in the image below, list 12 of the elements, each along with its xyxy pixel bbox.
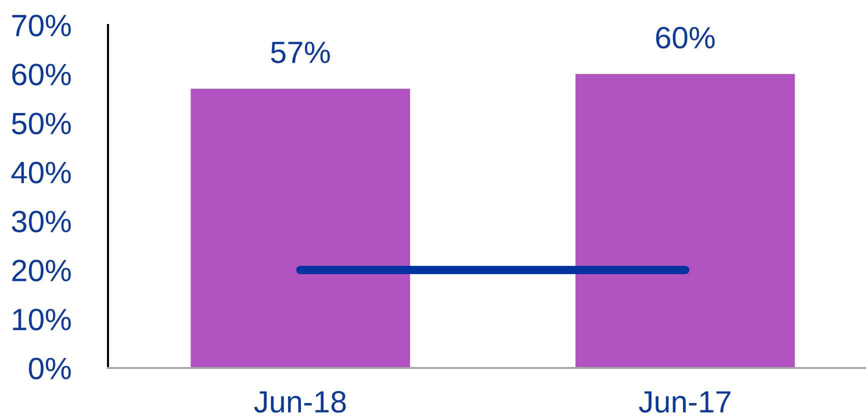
data-label: 60% — [656, 26, 715, 49]
y-tick-label: 40% — [11, 162, 71, 184]
y-tick-label: 20% — [12, 260, 71, 282]
y-tick-label: 70% — [12, 14, 71, 36]
y-tick-label: 60% — [12, 64, 71, 86]
x-tick-label: Jun-18 — [254, 391, 346, 413]
x-tick-label: Jun-17 — [638, 391, 730, 413]
data-label: 57% — [271, 42, 330, 64]
y-tick-label: 0% — [28, 358, 71, 380]
y-tick-label: 50% — [12, 112, 71, 134]
y-tick-label: 30% — [12, 210, 71, 232]
y-tick-label: 10% — [13, 308, 71, 330]
